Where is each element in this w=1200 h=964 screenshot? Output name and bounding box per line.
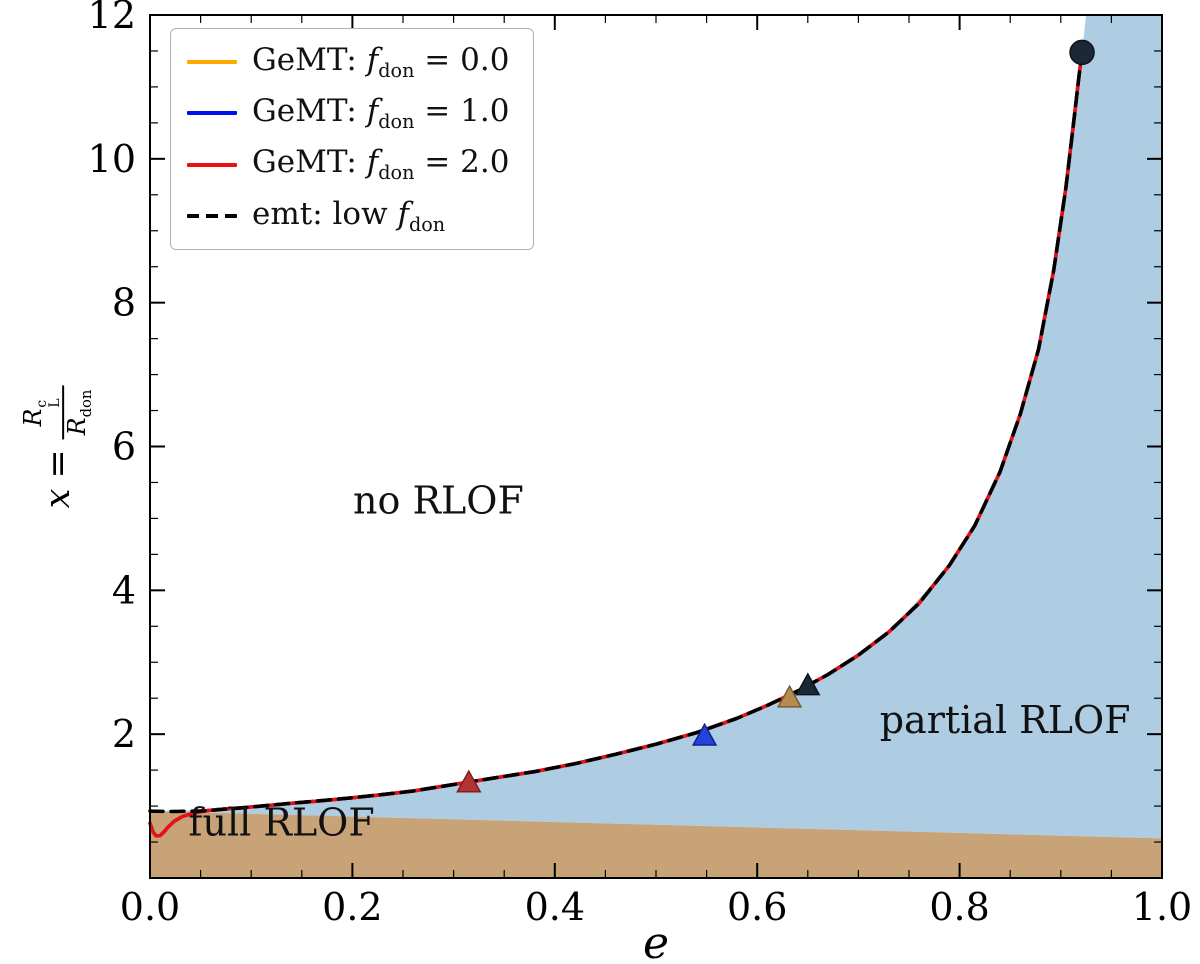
marker-triangle-dark-red	[456, 769, 482, 793]
marker-triangle-dark-navy	[795, 672, 821, 696]
legend-entry-gemt-fdon-2: GeMT: fdon = 2.0	[187, 143, 509, 185]
y-tick-label: 10	[88, 137, 136, 181]
x-axis-label-text: e	[642, 918, 670, 964]
legend-label: GeMT: fdon = 1.0	[252, 93, 510, 134]
fraction-denominator: Rdon	[62, 385, 96, 440]
y-tick-label: 6	[112, 425, 136, 469]
curve-emt-low-fdon	[148, 49, 1084, 814]
x-tick-label: 1.0	[1132, 885, 1192, 929]
y-label-variable: x	[38, 488, 78, 509]
legend-entry-emt-low-fdon: emt: low fdon	[187, 195, 509, 237]
x-axis-label: e	[643, 918, 669, 964]
x-tick-label: 0.4	[525, 885, 585, 929]
legend-label: GeMT: fdon = 0.0	[252, 42, 510, 83]
x-tick-label: 0.0	[120, 885, 180, 929]
y-tick-label: 8	[112, 281, 136, 325]
marker-triangle-blue	[691, 722, 718, 746]
legend-line-sample	[187, 60, 237, 65]
legend: GeMT: fdon = 0.0 GeMT: fdon = 1.0 GeMT: fd…	[170, 28, 535, 250]
legend-line-sample	[187, 111, 237, 116]
x-tick-label: 0.2	[322, 885, 382, 929]
axis-ticks	[149, 14, 1163, 878]
full-rlof-region	[150, 811, 1162, 878]
regions	[150, 15, 1162, 878]
marker-circle-endpoint	[1069, 39, 1095, 66]
full-rlof-label: full RLOF	[188, 801, 374, 845]
marker-triangle-tan	[776, 684, 803, 708]
legend-label: emt: low fdon	[252, 195, 446, 236]
y-tick-label: 4	[112, 568, 136, 612]
x-tick-label: 0.8	[929, 885, 989, 929]
plot-frame	[149, 14, 1163, 879]
legend-label: GeMT: fdon = 2.0	[252, 144, 510, 185]
y-label-equals: =	[38, 449, 78, 479]
y-tick-label: 2	[112, 712, 136, 756]
legend-line-sample	[187, 213, 237, 218]
no-rlof-label: no RLOF	[353, 479, 524, 523]
legend-entry-gemt-fdon-1: GeMT: fdon = 1.0	[187, 92, 509, 134]
partial-rlof-region	[150, 15, 1162, 839]
legend-line-sample	[187, 162, 237, 167]
curves	[148, 49, 1084, 838]
partial-rlof-label: partial RLOF	[880, 698, 1131, 742]
markers	[456, 39, 1095, 793]
x-tick-label: 0.6	[727, 885, 787, 929]
legend-entry-gemt-fdon-0: GeMT: fdon = 0.0	[187, 41, 509, 83]
y-tick-label: 12	[88, 0, 136, 37]
tick-labels: 0.0 0.2 0.4 0.6 0.8 1.0 2 4 6 8 10 12	[88, 0, 1193, 929]
annotations: no RLOF partial RLOF full RLOF	[188, 479, 1130, 845]
